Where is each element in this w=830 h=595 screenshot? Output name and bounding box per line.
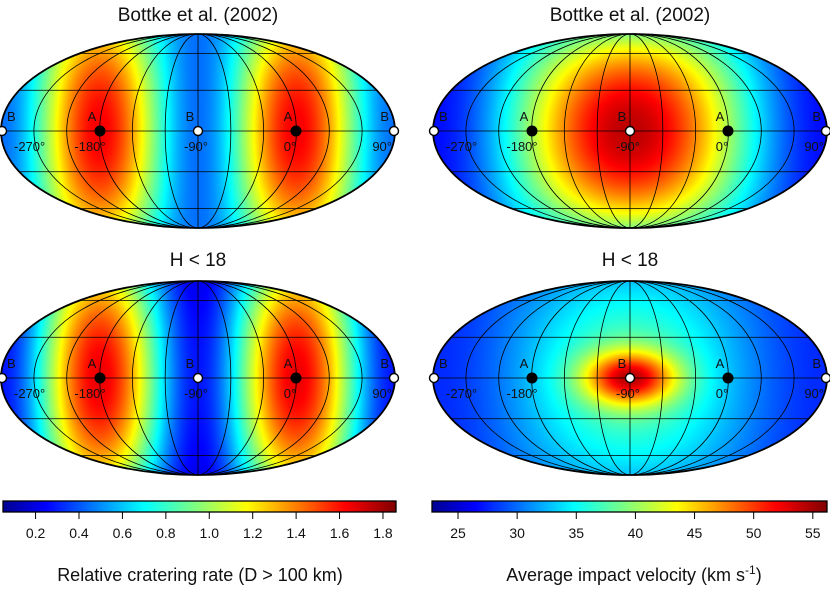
marker-a: [291, 373, 301, 383]
marker-letter: B: [380, 109, 389, 124]
colorbar-tick-label: 45: [687, 525, 703, 541]
marker-letter: B: [186, 109, 195, 124]
colorbar-tick-label: 25: [450, 525, 466, 541]
colorbar-tick-label: 1.2: [243, 525, 263, 541]
panel-title: H < 18: [602, 250, 659, 271]
colorbar-rate-ticks: 0.2 0.4 0.6 0.8 1.0 1.2 1.4 1.6 1.8: [26, 512, 393, 541]
colorbar-velocity: 25 30 35 40 45 50 55 Average impact velocity (…: [432, 501, 827, 585]
marker-letter: A: [520, 109, 529, 124]
colorbar-velocity-ticks: 25 30 35 40 45 50 55: [450, 512, 821, 541]
colorbar-rate: 0.2 0.4 0.6 0.8 1.0 1.2 1.4 1.6 1.8 Relative cra…: [3, 501, 396, 585]
marker-letter: A: [520, 356, 529, 371]
marker-a: [527, 126, 537, 136]
marker-a: [527, 373, 537, 383]
longitude-label: 90°: [804, 386, 824, 401]
longitude-label: 0°: [284, 386, 296, 401]
marker-b: [626, 374, 635, 383]
colorbar-tick-label: 40: [628, 525, 644, 541]
marker-letter: A: [716, 109, 725, 124]
label-prefix: Average impact velocity (km s: [506, 565, 745, 585]
colorbar-tick-label: 55: [805, 525, 821, 541]
marker-letter: A: [88, 109, 97, 124]
longitude-label: -270°: [446, 386, 477, 401]
marker-b: [430, 374, 439, 383]
marker-a: [95, 373, 105, 383]
marker-letter: B: [7, 109, 16, 124]
map-rate-h18: H < 18 B -270° A -180° B -90° A 0° B 90°: [0, 250, 399, 475]
marker-letter: B: [618, 356, 627, 371]
marker-letter: A: [88, 356, 97, 371]
longitude-label: 0°: [284, 139, 296, 154]
longitude-label: -270°: [446, 139, 477, 154]
panel-title: Bottke et al. (2002): [550, 5, 711, 26]
marker-b: [0, 374, 7, 383]
map-velocity-bottke: Bottke et al. (2002) B -270° A -180° B -90° A 0…: [430, 5, 830, 228]
colorbar-rate-label: Relative cratering rate (D > 100 km): [57, 565, 343, 585]
marker-b: [194, 374, 203, 383]
longitude-label: 90°: [804, 139, 824, 154]
longitude-label: -90°: [616, 386, 640, 401]
longitude-label: -180°: [506, 386, 537, 401]
longitude-label: 0°: [716, 139, 728, 154]
longitude-label: -90°: [184, 386, 208, 401]
colorbar-tick-label: 0.2: [26, 525, 46, 541]
marker-b: [0, 127, 7, 136]
colorbar-tick-label: 50: [746, 525, 762, 541]
marker-letter: B: [812, 356, 821, 371]
map-velocity-h18: H < 18 B -270° A -180° B -90° A 0° B 90°: [430, 250, 830, 475]
longitude-label: -270°: [14, 386, 45, 401]
longitude-label: -90°: [616, 139, 640, 154]
colorbar-tick-label: 35: [568, 525, 584, 541]
marker-letter: B: [439, 109, 448, 124]
colorbar-tick-label: 0.4: [69, 525, 89, 541]
colorbar-tick-label: 0.8: [156, 525, 176, 541]
panel-title: Bottke et al. (2002): [118, 5, 279, 26]
label-superscript: -1: [745, 563, 756, 577]
marker-letter: A: [284, 356, 293, 371]
marker-b: [430, 127, 439, 136]
marker-b: [822, 127, 830, 136]
colorbar-rate-gradient: [3, 501, 396, 512]
colorbar-tick-label: 1.4: [286, 525, 306, 541]
colorbar-tick-label: 30: [509, 525, 525, 541]
colorbar-tick-label: 1.8: [373, 525, 393, 541]
panel-title: H < 18: [170, 250, 227, 271]
marker-letter: B: [380, 356, 389, 371]
longitude-label: -180°: [74, 386, 105, 401]
longitude-label: -90°: [184, 139, 208, 154]
colorbar-velocity-gradient: [432, 501, 827, 512]
longitude-label: 90°: [372, 386, 392, 401]
marker-a: [95, 126, 105, 136]
marker-letter: B: [812, 109, 821, 124]
marker-a: [723, 373, 733, 383]
marker-b: [390, 127, 399, 136]
colorbar-tick-label: 1.6: [330, 525, 350, 541]
colorbar-tick-label: 0.6: [113, 525, 133, 541]
longitude-label: -180°: [506, 139, 537, 154]
marker-letter: B: [618, 109, 627, 124]
marker-b: [626, 127, 635, 136]
longitude-label: -180°: [74, 139, 105, 154]
marker-letter: A: [716, 356, 725, 371]
colorbar-velocity-label: Average impact velocity (km s-1): [506, 563, 761, 585]
marker-b: [194, 127, 203, 136]
marker-letter: B: [439, 356, 448, 371]
marker-letter: A: [284, 109, 293, 124]
longitude-label: 0°: [716, 386, 728, 401]
longitude-label: -270°: [14, 139, 45, 154]
marker-a: [291, 126, 301, 136]
marker-letter: B: [7, 356, 16, 371]
marker-b: [390, 374, 399, 383]
marker-a: [723, 126, 733, 136]
marker-b: [822, 374, 830, 383]
label-suffix: ): [756, 565, 762, 585]
map-rate-bottke: Bottke et al. (2002) B -270° A -180° B -90° A 0…: [0, 5, 399, 228]
marker-letter: B: [186, 356, 195, 371]
colorbar-tick-label: 1.0: [200, 525, 220, 541]
longitude-label: 90°: [372, 139, 392, 154]
